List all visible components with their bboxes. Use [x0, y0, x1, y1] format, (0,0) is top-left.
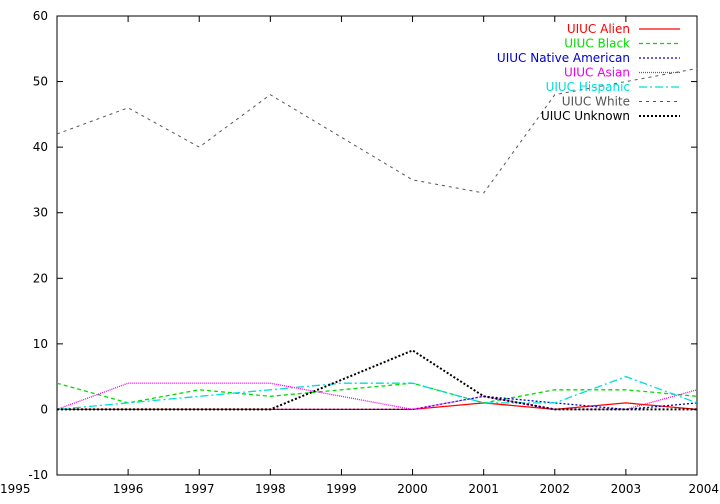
legend-label: UIUC Asian: [564, 66, 630, 80]
x-tick-label: 2001: [468, 482, 499, 496]
series-line-uiuc-native-american: [57, 395, 698, 411]
legend-label: UIUC Native American: [497, 51, 630, 65]
legend-label: UIUC Hispanic: [546, 80, 630, 94]
x-tick-label: 2000: [397, 482, 428, 496]
y-axis: -10 0 10 20 30 40 50 60: [28, 9, 697, 482]
y-tick-label: 50: [33, 75, 48, 89]
y-tick-label: 60: [33, 9, 48, 23]
y-tick-label: 30: [33, 206, 48, 220]
y-tick-label: -10: [28, 468, 48, 482]
x-tick-label: 1998: [255, 482, 286, 496]
x-tick-label: 1999: [326, 482, 357, 496]
x-tick-label: 1996: [113, 482, 144, 496]
x-tick-label: 2002: [540, 482, 571, 496]
series-line-uiuc-asian: [56, 382, 698, 411]
x-tick-label: 1995: [0, 482, 31, 496]
series-line-uiuc-hispanic: [56, 375, 698, 411]
y-tick-label: 0: [40, 402, 48, 416]
series-lines: [56, 68, 698, 411]
x-axis: 1995 1996 1997 1998 1999 2000 2001 2002 2003 2004: [0, 16, 719, 496]
legend-label: UIUC White: [562, 95, 630, 109]
series-line-uiuc-unknown: [57, 349, 697, 411]
plot-frame: [56, 15, 698, 476]
legend-label: UIUC Alien: [567, 22, 630, 36]
legend-label: UIUC Unknown: [541, 109, 630, 123]
y-tick-label: 10: [33, 337, 48, 351]
y-tick-label: 40: [33, 140, 48, 154]
y-tick-label: 20: [33, 271, 48, 285]
x-tick-label: 2003: [611, 482, 642, 496]
legend-label: UIUC Black: [564, 37, 630, 51]
x-tick-label: 2004: [688, 482, 719, 496]
x-tick-label: 1997: [184, 482, 215, 496]
